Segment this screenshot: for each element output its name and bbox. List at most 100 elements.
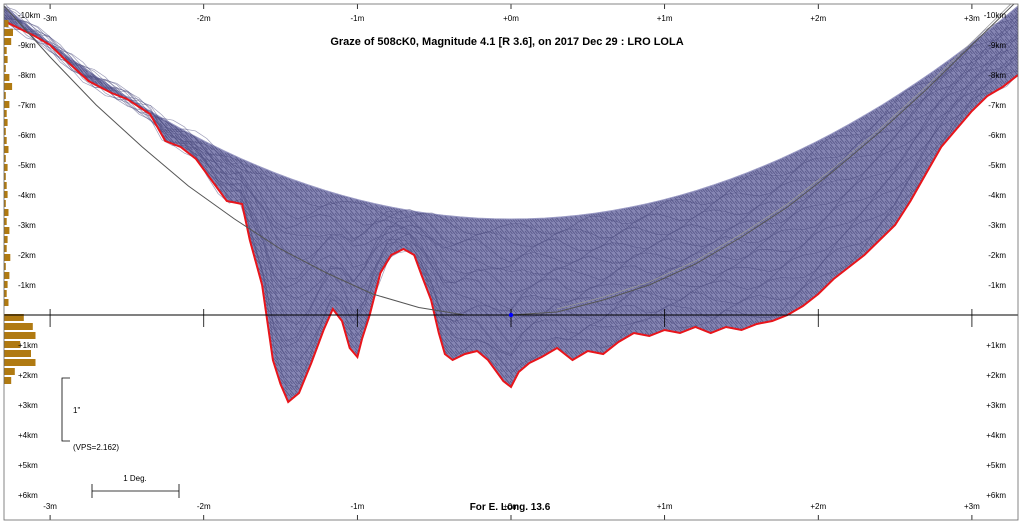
histogram-bar: [4, 137, 7, 144]
histogram-bar: [4, 128, 6, 135]
y-tick-label-left: -8km: [18, 71, 36, 80]
histogram-bar: [4, 245, 7, 252]
histogram-bar: [4, 65, 6, 72]
histogram-bar: [4, 38, 12, 45]
center-point: [508, 312, 514, 318]
histogram-bar: [4, 182, 7, 189]
histogram-bar: [4, 368, 15, 375]
y-tick-label-right: -6km: [988, 131, 1006, 140]
y-tick-label-right: +5km: [986, 461, 1006, 470]
histogram-bar: [4, 200, 6, 207]
histogram-bar: [4, 164, 8, 171]
chart-title: Graze of 508cK0, Magnitude 4.1 [R 3.6], …: [330, 36, 683, 48]
histogram-bar: [4, 314, 24, 321]
y-tick-label-left: +3km: [18, 401, 38, 410]
histogram-bar: [4, 218, 7, 225]
histogram-bar: [4, 155, 6, 162]
mesh-contour-line: [4, 4, 1018, 263]
histogram-bar: [4, 110, 7, 117]
scale-bar-vertical: [61, 377, 70, 442]
observer-path-double-line: [556, 4, 1012, 310]
x-tick-label-bottom: +3m: [964, 502, 980, 511]
histogram-bar: [4, 272, 10, 279]
mesh-contour-line: [4, 26, 1018, 364]
terrain-mesh: [4, 6, 1018, 402]
x-tick-label-top: -2m: [197, 14, 211, 23]
y-tick-label-left: -4km: [18, 191, 36, 200]
histogram-bar: [4, 119, 8, 126]
histogram-bar: [4, 209, 9, 216]
y-tick-label-left: -10km: [18, 11, 41, 20]
histogram-bar: [4, 56, 8, 63]
x-tick-label-top: +0m: [503, 14, 519, 23]
histogram-bar: [4, 341, 21, 348]
histogram-bar: [4, 254, 11, 261]
x-tick-label-top: -3m: [43, 14, 57, 23]
histogram-bar: [4, 263, 6, 270]
x-tick-label-bottom: -3m: [43, 502, 57, 511]
histogram-bar: [4, 236, 8, 243]
y-tick-label-left: +1km: [18, 341, 38, 350]
y-tick-label-left: -6km: [18, 131, 36, 140]
left-histogram: [4, 20, 36, 384]
x-tick-label-bottom: +1m: [657, 502, 673, 511]
vps-label: (VPS=2.162): [73, 443, 119, 452]
y-tick-label-left: +4km: [18, 431, 38, 440]
y-tick-label-right: +3km: [986, 401, 1006, 410]
mesh-contour-line: [4, 16, 1018, 275]
histogram-bar: [4, 29, 13, 36]
histogram-bar: [4, 359, 36, 366]
chart-footer: For E. Long. 13.6: [470, 502, 551, 513]
histogram-bar: [4, 377, 12, 384]
histogram-bar: [4, 191, 8, 198]
histogram-bar: [4, 101, 10, 108]
y-tick-label-right: +2km: [986, 371, 1006, 380]
histogram-bar: [4, 173, 6, 180]
histogram-bar: [4, 92, 6, 99]
y-tick-label-left: -5km: [18, 161, 36, 170]
mesh-contour-line: [4, 6, 1018, 295]
histogram-bar: [4, 47, 7, 54]
y-tick-label-right: -2km: [988, 251, 1006, 260]
x-tick-label-top: +1m: [657, 14, 673, 23]
y-tick-label-right: +6km: [986, 491, 1006, 500]
axis-tick-marks: [49, 4, 973, 520]
histogram-bar: [4, 227, 10, 234]
histogram-bar: [4, 332, 36, 339]
y-tick-label-right: +1km: [986, 341, 1006, 350]
mesh-contour-line: [4, 18, 1018, 388]
x-tick-label-bottom: -2m: [197, 502, 211, 511]
y-tick-label-right: -7km: [988, 101, 1006, 110]
y-tick-label-right: +4km: [986, 431, 1006, 440]
x-tick-label-top: -1m: [350, 14, 364, 23]
x-tick-label-bottom: +0m: [503, 502, 519, 511]
y-tick-label-right: -4km: [988, 191, 1006, 200]
y-tick-label-left: -2km: [18, 251, 36, 260]
x-tick-labels-top: -3m -2m -1m +0m +1m +2m +3m: [43, 14, 980, 23]
y-tick-label-right: -3km: [988, 221, 1006, 230]
plot-frame: [3, 3, 1019, 521]
mesh-contour-line: [4, 9, 1018, 346]
arcsec-label: 1": [73, 406, 80, 415]
mesh-contour-line: [4, 14, 1018, 236]
y-tick-label-left: +5km: [18, 461, 38, 470]
y-tick-labels-right: -10km -9km -8km -7km -6km -5km -4km -3km -2km -1k…: [984, 11, 1007, 500]
y-tick-label-right: -9km: [988, 41, 1006, 50]
histogram-bar: [4, 20, 9, 27]
degree-label: 1 Deg.: [123, 474, 147, 483]
limb-profile-line: [4, 20, 1018, 404]
y-tick-label-left: +6km: [18, 491, 38, 500]
histogram-bar: [4, 323, 33, 330]
upper-limb-arc: [4, 5, 1018, 220]
x-tick-label-bottom: -1m: [350, 502, 364, 511]
y-tick-label-left: +2km: [18, 371, 38, 380]
histogram-bar: [4, 281, 8, 288]
scale-bar-horizontal: [91, 484, 180, 498]
y-tick-label-right: -8km: [988, 71, 1006, 80]
y-tick-label-left: -1km: [18, 281, 36, 290]
histogram-bar: [4, 299, 9, 306]
histogram-bar: [4, 290, 7, 297]
y-tick-label-right: -1km: [988, 281, 1006, 290]
mesh-contour-line: [4, 16, 1018, 355]
